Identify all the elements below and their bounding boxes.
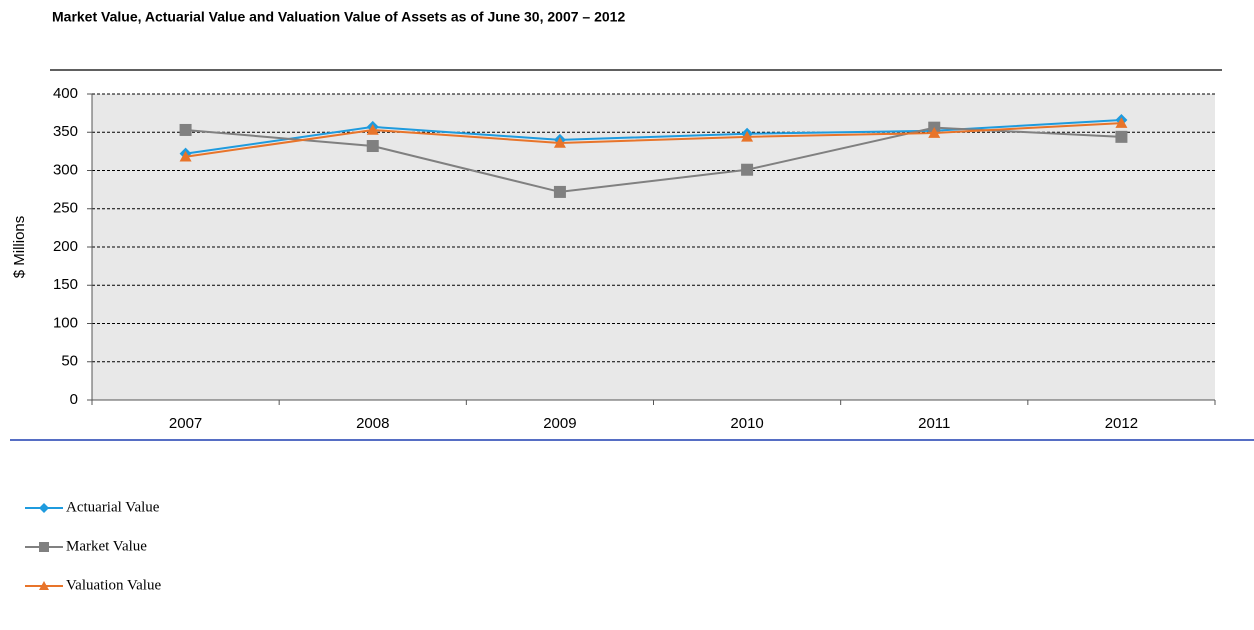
marker <box>1115 130 1128 143</box>
marker <box>1115 117 1128 128</box>
marker <box>928 127 941 138</box>
chart-title: Market Value, Actuarial Value and Valuat… <box>52 9 625 25</box>
marker <box>553 185 566 198</box>
x-tick-label: 2009 <box>543 415 576 432</box>
x-tick-label: 2007 <box>169 415 202 432</box>
y-tick-label: 350 <box>53 123 78 140</box>
marker <box>741 163 754 176</box>
x-tick-label: 2008 <box>356 415 389 432</box>
y-tick-label: 100 <box>53 314 78 331</box>
y-axis-label: $ Millions <box>11 216 28 279</box>
y-tick-label: 200 <box>53 238 78 255</box>
marker <box>366 123 379 135</box>
marker <box>39 581 49 590</box>
marker <box>553 136 566 148</box>
marker <box>741 130 754 142</box>
marker <box>179 123 192 136</box>
marker <box>39 542 49 552</box>
y-tick-label: 0 <box>70 391 78 408</box>
marker <box>179 150 192 162</box>
legend-label: Market Value <box>66 538 147 554</box>
marker <box>39 503 49 513</box>
y-tick-label: 150 <box>53 276 78 293</box>
x-tick-label: 2011 <box>918 415 950 432</box>
y-tick-label: 250 <box>53 200 78 217</box>
legend-label: Actuarial Value <box>66 499 160 515</box>
marker <box>366 140 379 153</box>
series-line <box>185 122 1122 158</box>
y-tick-label: 300 <box>53 161 78 178</box>
y-tick-label: 400 <box>53 85 78 102</box>
series-line <box>185 126 1122 193</box>
y-tick-label: 50 <box>61 353 78 370</box>
x-tick-label: 2012 <box>1105 415 1138 432</box>
x-tick-label: 2010 <box>730 415 763 432</box>
legend-label: Valuation Value <box>66 577 161 593</box>
